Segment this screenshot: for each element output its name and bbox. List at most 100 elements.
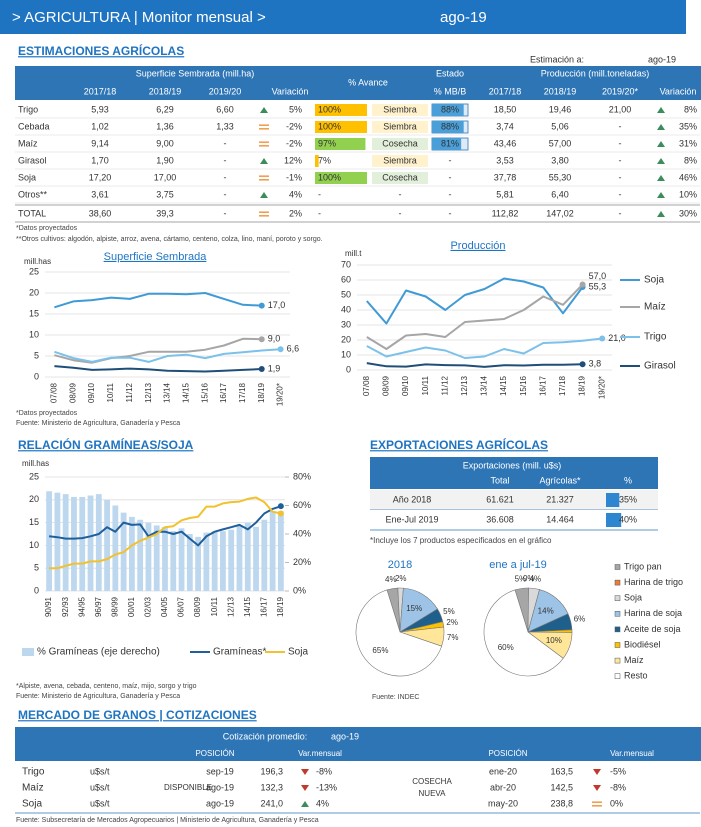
cell: - xyxy=(619,138,622,148)
y-tick-label: 10 xyxy=(341,349,351,359)
table-header xyxy=(370,457,658,489)
bar xyxy=(261,519,268,591)
cell: 37,78 xyxy=(494,172,517,182)
x-tick-label: 10/11 xyxy=(106,382,115,402)
bar xyxy=(112,505,119,591)
cell: 9,14 xyxy=(91,138,109,148)
cell: 6,29 xyxy=(156,104,174,114)
trend-down xyxy=(301,785,309,791)
trend-flat xyxy=(259,128,269,130)
bar xyxy=(253,526,259,591)
cell: 19,46 xyxy=(549,104,572,114)
pie-label: 6% xyxy=(574,615,586,624)
note: Fuente: Ministerio de Agricultura, Ganad… xyxy=(16,693,180,700)
bar xyxy=(153,525,160,591)
sub-header: 2017/18 xyxy=(84,86,117,96)
cell: 8% xyxy=(684,155,697,165)
cell: - xyxy=(224,189,227,199)
trend-flat xyxy=(259,179,269,181)
bar xyxy=(211,531,218,591)
legend-label: Aceite de soja xyxy=(624,624,681,634)
y-tick-label: 5 xyxy=(34,350,39,360)
cell: Año 2018 xyxy=(393,494,432,504)
legend-label: Biodiésel xyxy=(624,639,661,649)
bar xyxy=(137,519,144,591)
pie-label: 60% xyxy=(498,643,514,652)
cell: 10% xyxy=(679,189,697,199)
x-tick-label: 14/15 xyxy=(243,596,252,617)
cell: 30% xyxy=(679,208,697,218)
trend-up xyxy=(657,211,665,217)
row-label: Trigo xyxy=(18,104,38,114)
trend-up xyxy=(260,158,268,164)
x-tick-label: 08/09 xyxy=(68,382,77,403)
cell: - xyxy=(224,172,227,182)
cell: Cosecha xyxy=(382,138,418,148)
y-tick-label: 10 xyxy=(29,540,39,550)
cell: 38,60 xyxy=(89,208,112,218)
cell: 3,53 xyxy=(496,155,514,165)
bar xyxy=(162,526,168,591)
group-header: % Avance xyxy=(348,77,388,87)
trend-flat xyxy=(259,145,269,147)
pie-title: ene a jul-19 xyxy=(489,559,547,571)
header-bar xyxy=(0,0,686,34)
cell: 88% xyxy=(441,121,459,131)
x-tick-label: 98/99 xyxy=(110,596,119,617)
end-marker xyxy=(258,336,265,343)
x-tick-label: 11/12 xyxy=(125,382,134,402)
legend-swatch xyxy=(614,626,621,633)
x-tick-label: 18/19 xyxy=(578,375,587,396)
column-header: % xyxy=(624,475,632,485)
y-tick-label: 20 xyxy=(341,334,351,344)
line xyxy=(54,292,262,309)
column-header: Total xyxy=(490,475,509,485)
value-label: 55,3 xyxy=(589,281,607,291)
cell: 238,8 xyxy=(550,798,573,808)
legend-label: Trigo pan xyxy=(624,561,662,571)
section-title: MERCADO DE GRANOS | COTIZACIONES xyxy=(18,708,257,722)
end-marker xyxy=(277,346,284,353)
x-tick-label: 19/20* xyxy=(597,376,606,399)
cell: 147,02 xyxy=(546,208,574,218)
x-tick-label: 15/16 xyxy=(200,382,209,403)
x-tick-label: 06/07 xyxy=(177,596,186,617)
x-tick-label: 11/12 xyxy=(440,375,449,395)
cell: 3,61 xyxy=(91,189,109,199)
x-tick-label: 90/91 xyxy=(44,596,53,617)
cell: 97% xyxy=(318,138,336,148)
x-tick-label: 08/09 xyxy=(382,375,391,396)
legend-label: Soja xyxy=(288,647,308,658)
sub-header: 2019/20* xyxy=(602,86,639,96)
x-tick-label: 96/97 xyxy=(94,596,103,617)
y-tick-label: 5 xyxy=(34,563,39,573)
cell: 6,60 xyxy=(216,104,234,114)
legend-label: Gramíneas* xyxy=(213,647,266,658)
legend-label: Soja xyxy=(624,593,642,603)
table-header-label: Exportaciones (mill. u$s) xyxy=(463,460,562,470)
value-label: 57,0 xyxy=(589,271,607,281)
bar xyxy=(220,531,226,591)
bar xyxy=(195,536,201,591)
sub-header: 2019/20 xyxy=(209,86,242,96)
cell: 241,0 xyxy=(260,798,283,808)
y-tick-label: 30 xyxy=(341,319,351,329)
bar xyxy=(178,528,185,591)
legend-label: Maíz xyxy=(644,302,666,313)
table-header xyxy=(15,66,701,100)
line xyxy=(366,362,583,368)
x-tick-label: 12/13 xyxy=(460,375,469,396)
cell: Siembra xyxy=(383,104,417,114)
trend-up xyxy=(657,175,665,181)
legend-label: Soja xyxy=(644,275,664,286)
cell: 17,00 xyxy=(154,172,177,182)
cell: abr-20 xyxy=(490,782,516,792)
row-label: TOTAL xyxy=(18,208,46,218)
cell: 100% xyxy=(318,104,341,114)
bar xyxy=(104,499,110,591)
avance-bar xyxy=(315,172,367,184)
end-marker xyxy=(258,302,265,309)
section-title: EXPORTACIONES AGRÍCOLAS xyxy=(370,437,548,452)
y2-tick-label: 0% xyxy=(293,585,306,595)
legend-label: Resto xyxy=(624,671,648,681)
